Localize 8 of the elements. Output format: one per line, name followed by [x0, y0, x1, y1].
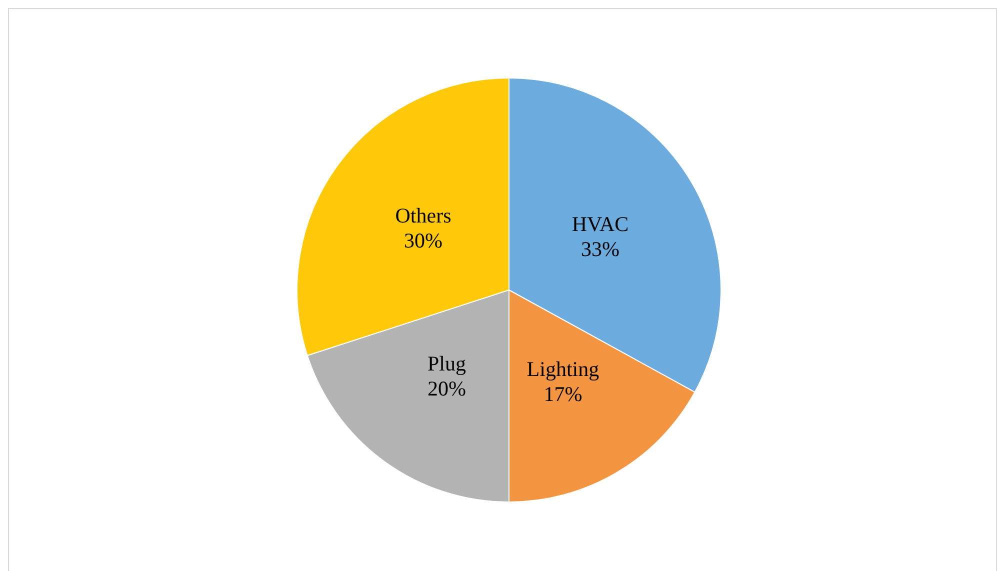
- data-label: 17%: [544, 382, 582, 406]
- slice-label: HVAC: [572, 212, 629, 236]
- slice-label: Lighting: [526, 356, 600, 381]
- data-label: 20%: [427, 376, 466, 401]
- slice-label: Plug: [427, 352, 466, 376]
- slice-label: Others: [395, 203, 452, 228]
- data-label: 33%: [580, 236, 620, 261]
- data-label: 30%: [404, 228, 442, 253]
